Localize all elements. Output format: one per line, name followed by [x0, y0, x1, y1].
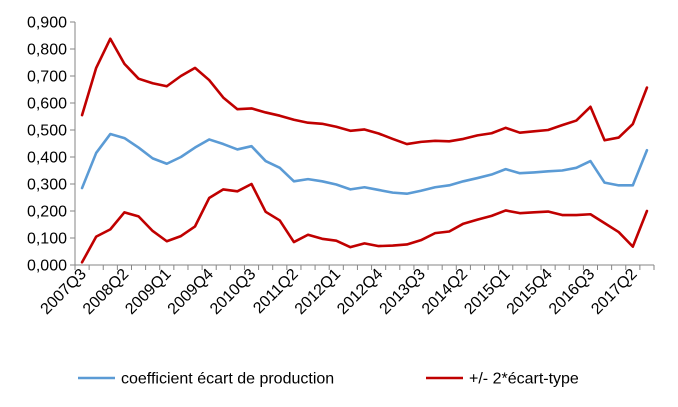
x-tick-label: 2014Q2 [419, 266, 471, 318]
x-tick-label: 2012Q1 [292, 266, 344, 318]
y-tick-label: 0,900 [27, 15, 67, 32]
legend: coefficient écart de production +/- 2*éca… [78, 371, 579, 388]
x-tick-label: 2010Q3 [207, 266, 259, 318]
y-tick-label: 0,800 [27, 42, 67, 59]
legend-label-1: +/- 2*écart-type [469, 371, 579, 388]
y-tick-label: 0,000 [27, 258, 67, 275]
y-tick-label: 0,100 [27, 231, 67, 248]
x-tick-label: 2015Q4 [504, 266, 556, 318]
x-tick-label: 2016Q3 [546, 266, 598, 318]
y-tick-label: 0,400 [27, 150, 67, 167]
legend-label-0: coefficient écart de production [121, 371, 334, 388]
y-tick-label: 0,500 [27, 123, 67, 140]
series-line-2 [80, 182, 649, 264]
y-tick-label: 0,600 [27, 96, 67, 113]
x-tick-label: 2013Q3 [377, 266, 429, 318]
series-line-0 [80, 132, 649, 196]
x-tick-label: 2017Q2 [588, 266, 640, 318]
x-tick-label: 2015Q1 [461, 266, 513, 318]
y-tick-label: 0,200 [27, 204, 67, 221]
x-tick-label: 2009Q1 [122, 266, 174, 318]
x-tick-label: 2008Q2 [80, 266, 132, 318]
y-tick-label: 0,300 [27, 177, 67, 194]
series-line-1 [80, 37, 649, 146]
x-tick-label: 2009Q4 [165, 266, 217, 318]
y-tick-label: 0,700 [27, 69, 67, 86]
series-layer [80, 37, 649, 264]
x-tick-label: 2012Q4 [334, 266, 386, 318]
